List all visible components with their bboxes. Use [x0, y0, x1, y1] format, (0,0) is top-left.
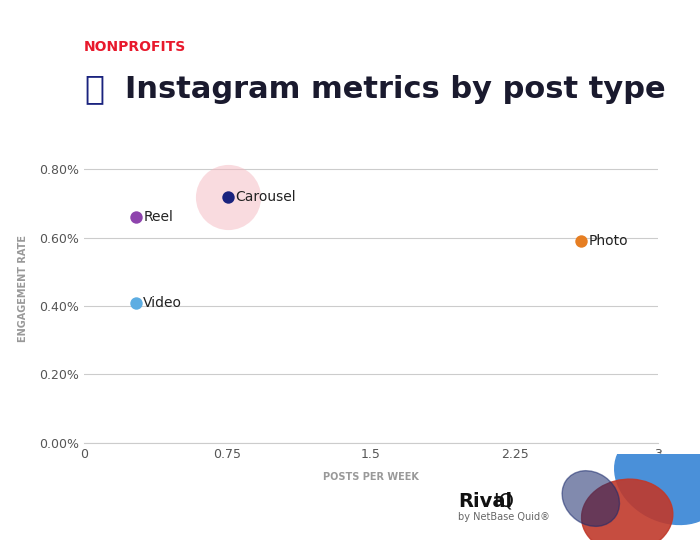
Y-axis label: ENGAGEMENT RATE: ENGAGEMENT RATE — [18, 235, 28, 342]
Point — [576, 237, 587, 245]
Ellipse shape — [562, 471, 620, 526]
Point — [222, 192, 233, 201]
Text: Reel: Reel — [144, 210, 173, 224]
Point — [130, 213, 141, 221]
Point — [130, 298, 141, 307]
Text: NONPROFITS: NONPROFITS — [84, 40, 186, 55]
Ellipse shape — [615, 431, 700, 524]
Text: Photo: Photo — [589, 234, 629, 248]
Text: by NetBase Quid®: by NetBase Quid® — [458, 512, 550, 522]
Ellipse shape — [582, 479, 673, 540]
Point — [222, 192, 233, 201]
Text: Instagram metrics by post type: Instagram metrics by post type — [125, 75, 665, 104]
Text: IQ: IQ — [493, 491, 514, 511]
X-axis label: POSTS PER WEEK: POSTS PER WEEK — [323, 472, 419, 482]
Text: ⓘ: ⓘ — [84, 72, 104, 106]
Text: Video: Video — [144, 295, 182, 309]
Text: Rival: Rival — [458, 491, 512, 511]
Text: Carousel: Carousel — [235, 190, 296, 204]
